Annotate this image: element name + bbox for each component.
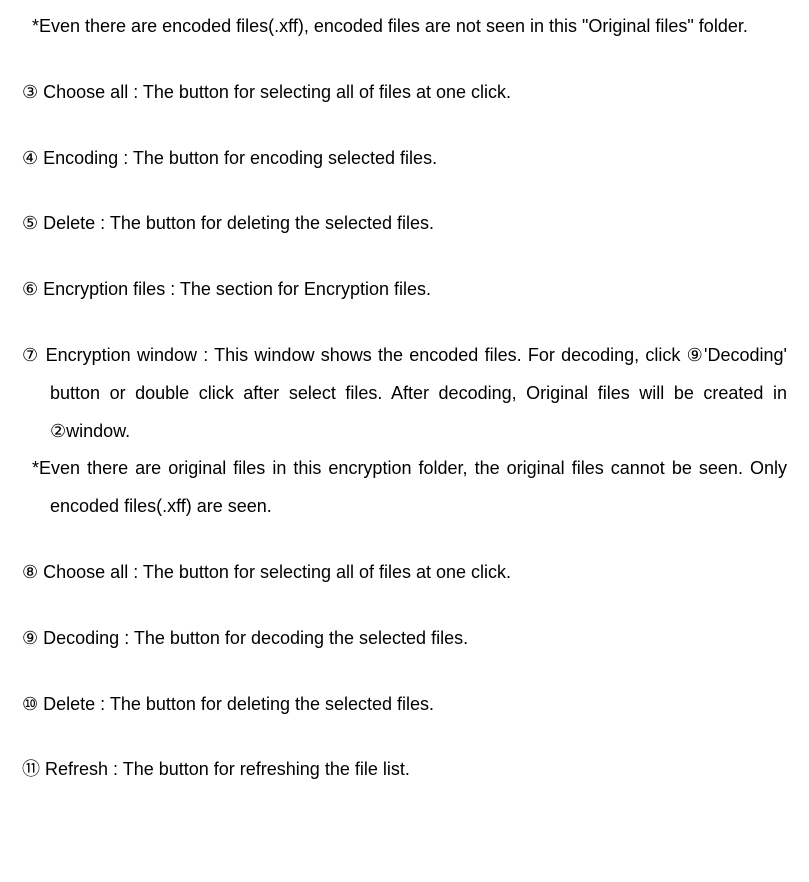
note-7: *Even there are original files in this e… (22, 450, 787, 526)
note-top: *Even there are encoded files(.xff), enc… (22, 8, 787, 46)
item-9: ⑨ Decoding : The button for decoding the… (22, 620, 787, 658)
item-11: ⑪ Refresh : The button for refreshing th… (22, 751, 787, 789)
item-7: ⑦ Encryption window : This window shows … (22, 337, 787, 450)
item-10: ⑩ Delete : The button for deleting the s… (22, 686, 787, 724)
item-6: ⑥ Encryption files : The section for Enc… (22, 271, 787, 309)
item-7-group: ⑦ Encryption window : This window shows … (22, 337, 787, 526)
item-3: ③ Choose all : The button for selecting … (22, 74, 787, 112)
document-page: *Even there are encoded files(.xff), enc… (0, 0, 809, 882)
item-5: ⑤ Delete : The button for deleting the s… (22, 205, 787, 243)
item-4: ④ Encoding : The button for encoding sel… (22, 140, 787, 178)
item-8: ⑧ Choose all : The button for selecting … (22, 554, 787, 592)
